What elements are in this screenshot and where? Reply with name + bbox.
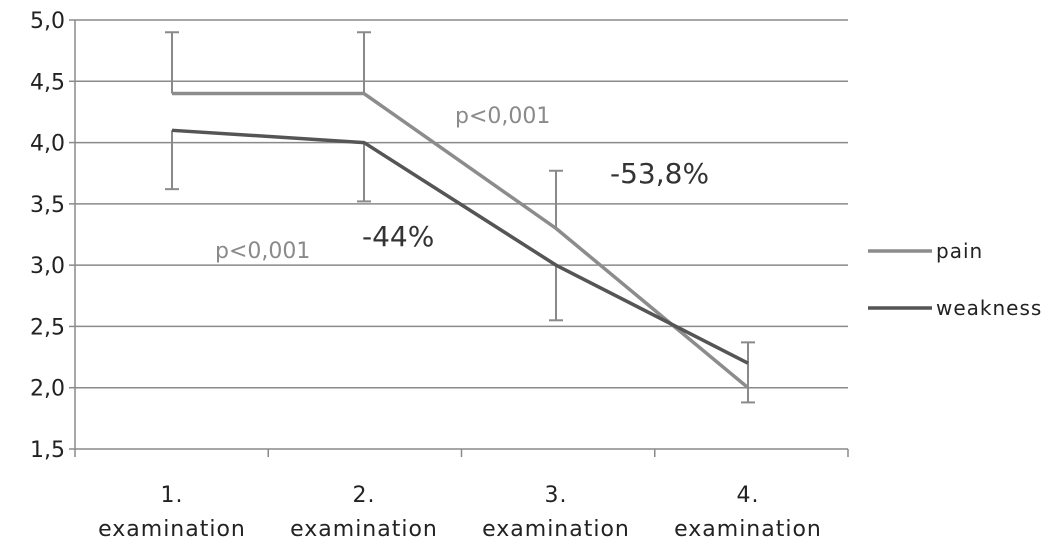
legend: pain weakness: [868, 239, 1042, 320]
y-tick-label: 2,5: [30, 315, 65, 340]
series-lines: [171, 91, 750, 390]
axes: [69, 19, 849, 457]
y-tick-label: 4,5: [30, 70, 65, 95]
annotation: -44%: [362, 220, 434, 253]
annotation: p<0,001: [215, 239, 310, 264]
grid-lines: [75, 19, 848, 389]
x-tick-label: 4. examination: [674, 483, 822, 542]
y-tick-labels: 1,5 2,0 2,5 3,0 3,5 4,0 4,5 5,0: [30, 9, 65, 463]
legend-label-weakness: weakness: [936, 296, 1042, 320]
y-tick-label: 4,0: [30, 132, 65, 157]
y-tick-label: 5,0: [30, 9, 65, 34]
x-tick-label: 3. examination: [482, 483, 630, 542]
y-tick-label: 3,5: [30, 193, 65, 218]
annotations: p<0,001 -53,8% p<0,001 -44%: [215, 104, 709, 264]
error-bars: [165, 31, 755, 404]
x-tick-label: 1. examination: [98, 483, 246, 542]
x-tick-labels: 1. examination 2. examination 3. examination 4…: [98, 483, 822, 542]
y-tick-label: 2,0: [30, 377, 65, 402]
y-tick-label: 1,5: [30, 438, 65, 463]
series-line-pain: [172, 91, 750, 390]
series-line-weakness: [171, 128, 749, 365]
legend-label-pain: pain: [936, 239, 983, 263]
annotation: p<0,001: [455, 104, 550, 129]
annotation: -53,8%: [610, 157, 709, 190]
x-tick-label: 2. examination: [290, 483, 438, 542]
y-tick-label: 3,0: [30, 254, 65, 279]
